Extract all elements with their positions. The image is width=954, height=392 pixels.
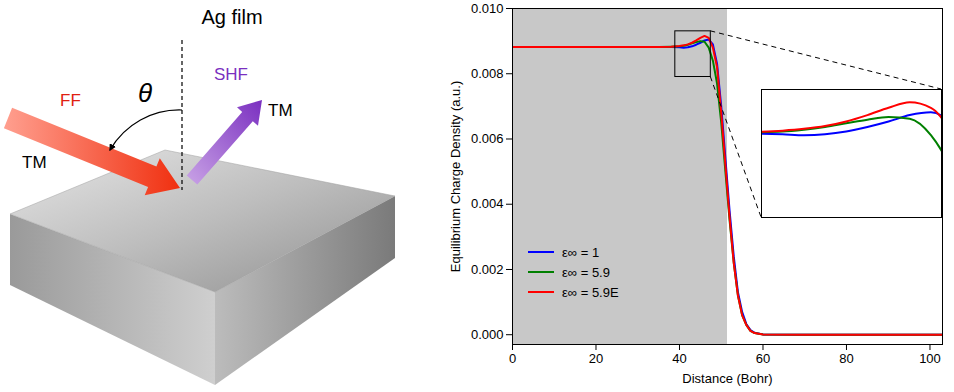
svg-text:TM: TM (22, 153, 47, 172)
svg-text:0.008: 0.008 (471, 66, 504, 81)
svg-text:SHF: SHF (214, 65, 248, 84)
svg-text:40: 40 (672, 351, 686, 366)
svg-text:0.002: 0.002 (471, 262, 504, 277)
svg-text:0.000: 0.000 (471, 327, 504, 342)
html-text:ε∞ = 5.9E: ε∞ = 5.9E (562, 284, 619, 300)
svg-text:TM: TM (268, 101, 293, 120)
svg-text:100: 100 (919, 351, 941, 366)
svg-text:Distance (Bohr): Distance (Bohr) (682, 371, 772, 386)
svg-text:θ: θ (138, 78, 152, 108)
html-text:ε∞ = 1: ε∞ = 1 (562, 244, 600, 260)
svg-text:60: 60 (756, 351, 770, 366)
svg-text:0.006: 0.006 (471, 131, 504, 146)
svg-text:80: 80 (839, 351, 853, 366)
svg-text:0.010: 0.010 (471, 1, 504, 16)
svg-text:0: 0 (509, 351, 516, 366)
html-text:ε∞ = 5.9: ε∞ = 5.9 (562, 264, 610, 280)
svg-text:Ag film: Ag film (201, 6, 262, 28)
svg-text:Equilibrium Charge Density (a.: Equilibrium Charge Density (a.u.) (448, 81, 463, 272)
svg-text:20: 20 (589, 351, 603, 366)
svg-text:FF: FF (60, 91, 81, 110)
svg-text:0.004: 0.004 (471, 196, 504, 211)
